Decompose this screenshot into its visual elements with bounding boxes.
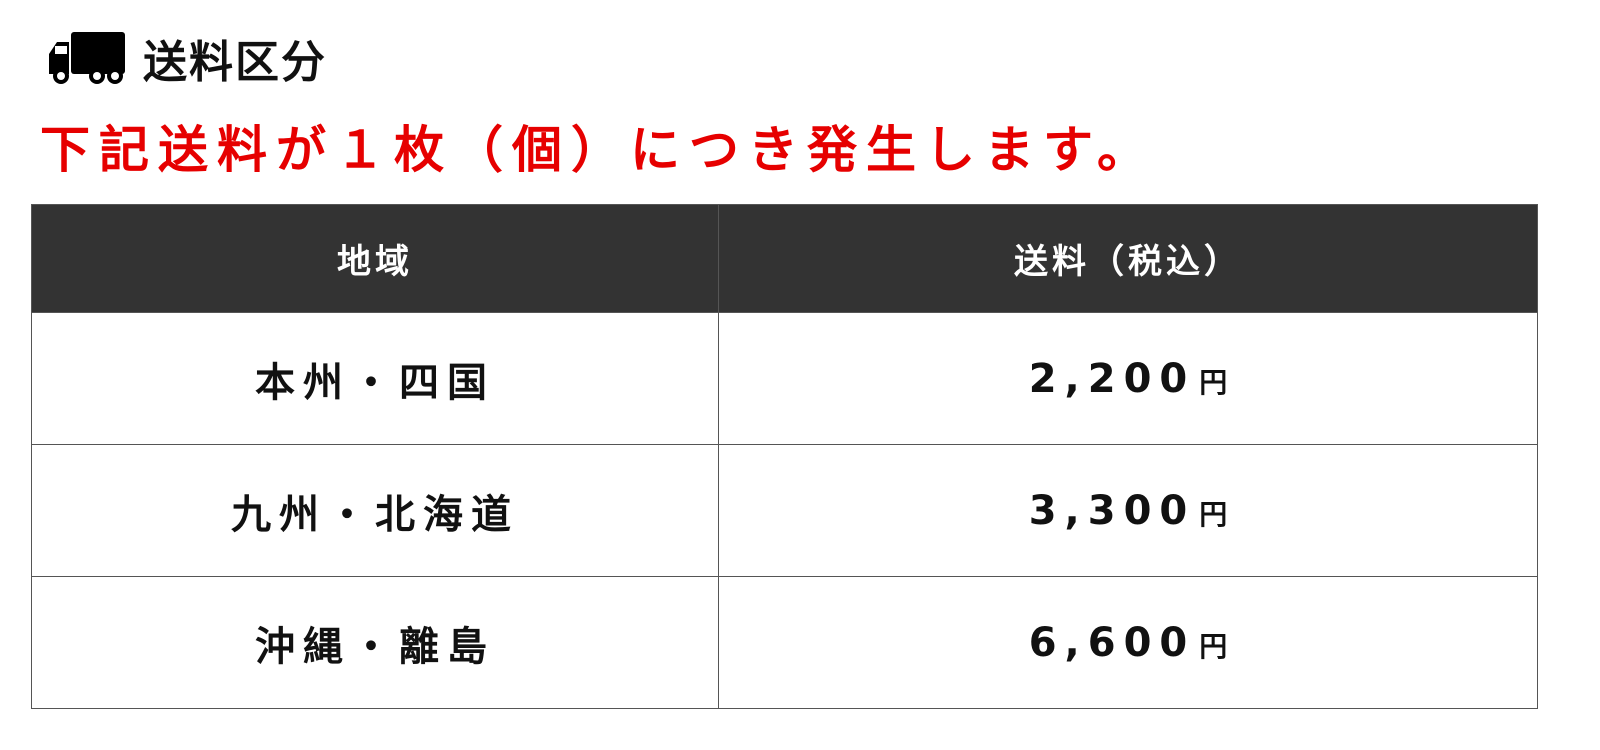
- table-row: 沖縄・離島 6,600 円: [31, 576, 1538, 709]
- price-value: 6,600: [1028, 619, 1196, 666]
- price-value: 2,200: [1028, 355, 1196, 402]
- table-row: 九州・北海道 3,300 円: [31, 444, 1538, 577]
- shipping-notice: 下記送料が１枚（個）につき発生します。: [40, 121, 1156, 179]
- section-header: 送料区分: [47, 28, 327, 88]
- price-unit: 円: [1199, 365, 1228, 399]
- column-header-price: 送料（税込）: [718, 204, 1538, 313]
- price-cell: 2,200 円: [718, 312, 1538, 445]
- region-cell: 沖縄・離島: [31, 576, 719, 709]
- column-header-region: 地域: [31, 204, 719, 313]
- section-title: 送料区分: [143, 37, 327, 88]
- shipping-table: 地域 送料（税込） 本州・四国 2,200 円 九州・北海道 3,300 円 沖縄・…: [31, 204, 1538, 709]
- truck-icon: [49, 32, 125, 84]
- price-cell: 6,600 円: [718, 576, 1538, 709]
- table-header-row: 地域 送料（税込）: [31, 204, 1538, 313]
- table-row: 本州・四国 2,200 円: [31, 312, 1538, 445]
- price-cell: 3,300 円: [718, 444, 1538, 577]
- region-cell: 本州・四国: [31, 312, 719, 445]
- region-cell: 九州・北海道: [31, 444, 719, 577]
- price-value: 3,300: [1028, 487, 1196, 534]
- price-unit: 円: [1199, 497, 1228, 531]
- price-unit: 円: [1199, 629, 1228, 663]
